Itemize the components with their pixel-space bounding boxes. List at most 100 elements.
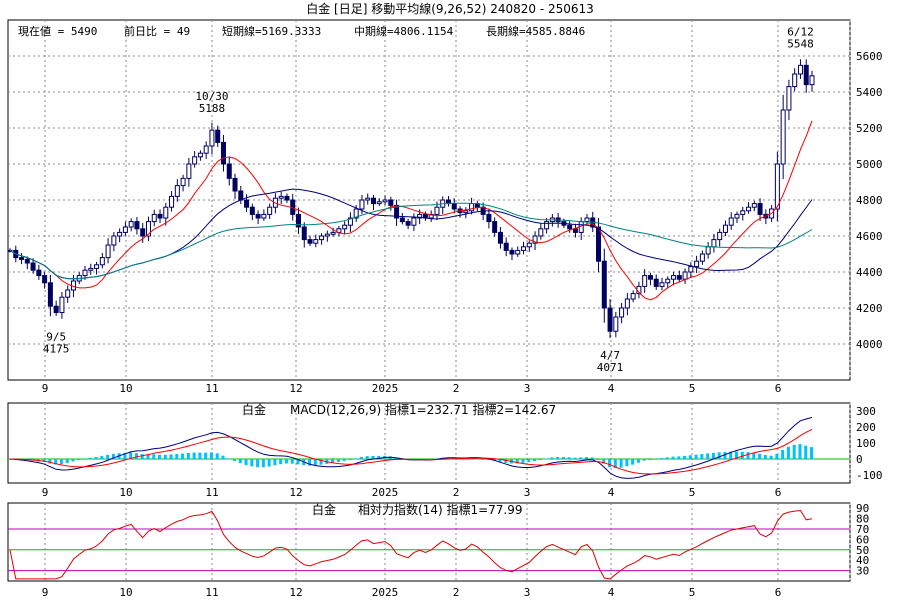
macd-histogram-bar	[267, 459, 271, 467]
macd-histogram-bar	[336, 459, 340, 462]
candle-body	[215, 129, 221, 143]
macd-histogram-bar	[475, 458, 479, 460]
macd-histogram-bar	[740, 451, 744, 459]
x-tick-label: 2	[453, 486, 460, 499]
candle-body	[42, 275, 48, 284]
macd-histogram-bar	[729, 451, 733, 459]
macd-histogram-bar	[602, 459, 606, 464]
rsi-y-tick: 40	[856, 554, 869, 567]
macd-histogram-bar	[590, 457, 594, 459]
peak-date-label: 10/30	[195, 90, 228, 103]
rsi-y-tick: 50	[856, 544, 869, 557]
candle-body	[180, 177, 186, 187]
candle-body	[209, 129, 215, 147]
macd-histogram-bar	[273, 459, 277, 466]
candle-body	[572, 228, 578, 233]
macd-histogram-bar	[619, 459, 623, 468]
candle-body	[780, 109, 786, 165]
candle-body	[163, 206, 169, 219]
macd-histogram-bar	[204, 452, 208, 459]
candle-body	[642, 275, 648, 287]
candle-body	[584, 217, 590, 223]
candle-body	[105, 244, 111, 259]
macd-histogram-bar	[279, 459, 283, 465]
rsi-title: 相対力指数(14) 指標1=77.99	[358, 502, 523, 517]
macd-histogram-bar	[163, 454, 167, 459]
candle-body	[705, 246, 711, 255]
x-tick-label: 3	[524, 586, 531, 599]
price-y-tick: 4000	[856, 338, 883, 351]
candle-body	[688, 266, 694, 273]
macd-histogram-bar	[48, 459, 52, 464]
rsi-y-tick: 60	[856, 533, 869, 546]
macd-histogram-bar	[717, 452, 721, 459]
peak-value-label: 5188	[199, 102, 226, 115]
x-tick-label: 11	[205, 486, 218, 499]
macd-histogram-bar	[659, 458, 663, 460]
macd-histogram-bar	[215, 453, 219, 459]
macd-histogram-bar	[54, 459, 58, 465]
candle-body	[665, 278, 671, 284]
candle-body	[486, 213, 492, 223]
peak-date-label: 4/7	[600, 349, 620, 362]
macd-y-tick: -100	[856, 469, 883, 482]
candle-body	[186, 163, 192, 179]
candle-body	[145, 221, 151, 237]
macd-histogram-bar	[140, 454, 144, 459]
candle-body	[117, 231, 123, 237]
macd-histogram-bar	[158, 454, 162, 459]
macd-histogram-bar	[244, 459, 248, 465]
x-tick-label: 5	[689, 486, 696, 499]
macd-histogram-bar	[521, 459, 525, 463]
macd-histogram-bar	[198, 452, 202, 459]
candle-body	[324, 233, 330, 237]
candle-body	[359, 199, 365, 210]
candle-body	[192, 156, 198, 165]
macd-histogram-bar	[734, 451, 738, 459]
macd-histogram-bar	[65, 459, 69, 463]
x-tick-label: 2025	[372, 486, 399, 499]
macd-histogram-bar	[781, 449, 785, 459]
candle-body	[411, 217, 417, 226]
candle-body	[671, 275, 677, 280]
macd-histogram-bar	[134, 453, 138, 459]
x-tick-label: 5	[689, 382, 696, 395]
macd-histogram-bar	[261, 459, 265, 468]
candle-body	[353, 208, 359, 219]
x-tick-label: 9	[42, 586, 49, 599]
candle-body	[469, 203, 475, 212]
macd-histogram-bar	[688, 455, 692, 459]
macd-histogram-bar	[481, 458, 485, 460]
macd-histogram-bar	[694, 454, 698, 459]
macd-histogram-bar	[123, 452, 127, 459]
macd-histogram-bar	[319, 459, 323, 465]
macd-histogram-bar	[256, 459, 260, 468]
candle-body	[30, 262, 36, 271]
macd-histogram-bar	[775, 453, 779, 459]
candle-body	[596, 226, 602, 262]
macd-histogram-bar	[636, 459, 640, 463]
peak-value-label: 5548	[787, 37, 814, 50]
candle-body	[532, 235, 538, 244]
macd-histogram-bar	[544, 458, 548, 460]
x-tick-label: 4	[608, 486, 615, 499]
x-tick-label: 10	[119, 486, 132, 499]
macd-histogram-bar	[354, 458, 358, 460]
macd-histogram-bar	[527, 459, 531, 463]
macd-histogram-bar	[371, 455, 375, 459]
candle-body	[134, 221, 140, 230]
price-y-tick: 4800	[856, 194, 883, 207]
rsi-symbol: 白金	[312, 502, 336, 517]
macd-y-tick: 200	[856, 421, 876, 434]
macd-histogram-bar	[584, 457, 588, 459]
candle-body	[405, 221, 411, 226]
x-tick-label: 10	[119, 382, 132, 395]
price-y-tick: 4600	[856, 230, 883, 243]
macd-histogram-bar	[209, 452, 213, 459]
macd-histogram-bar	[331, 459, 335, 463]
peak-value-label: 4175	[43, 343, 70, 356]
macd-histogram-bar	[308, 459, 312, 466]
candle-body	[492, 221, 498, 233]
macd-histogram-bar	[746, 452, 750, 459]
